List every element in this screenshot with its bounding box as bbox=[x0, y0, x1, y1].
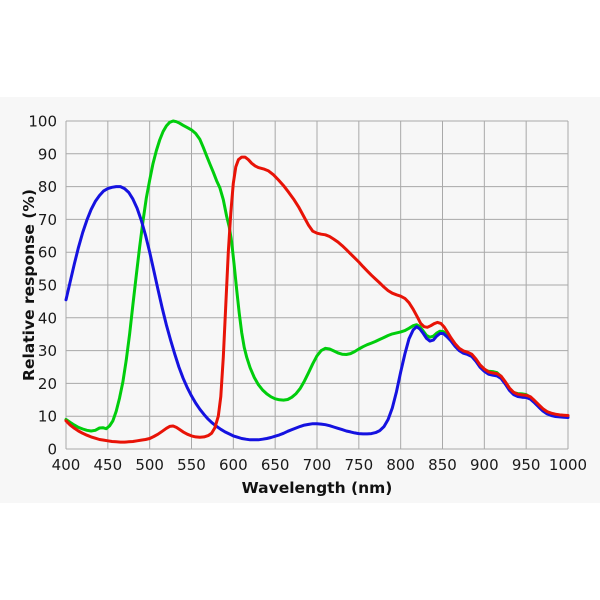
x-tick-label: 500 bbox=[135, 456, 164, 474]
y-tick-label: 10 bbox=[38, 408, 57, 426]
curve-blue-channel bbox=[64, 185, 570, 442]
y-axis-tick-labels: 0 10 20 30 40 50 60 70 80 90 100 bbox=[28, 113, 57, 459]
x-tick-label: 450 bbox=[94, 456, 123, 474]
x-tick-label: 700 bbox=[303, 456, 332, 474]
y-tick-label: 100 bbox=[28, 113, 57, 131]
y-tick-label: 90 bbox=[38, 145, 57, 163]
y-axis-title: Relative response (%) bbox=[20, 189, 38, 381]
y-tick-label: 70 bbox=[38, 211, 57, 229]
y-tick-label: 0 bbox=[47, 441, 57, 459]
x-tick-label: 950 bbox=[512, 456, 541, 474]
x-tick-label: 850 bbox=[428, 456, 457, 474]
x-axis-title: Wavelength (nm) bbox=[242, 479, 393, 497]
x-tick-label: 800 bbox=[386, 456, 415, 474]
x-tick-label: 600 bbox=[219, 456, 248, 474]
x-tick-label: 550 bbox=[177, 456, 206, 474]
chart-canvas: 400 450 500 550 600 650 700 750 800 850 900 950 1000… bbox=[20, 113, 587, 498]
y-tick-label: 30 bbox=[38, 342, 57, 360]
x-tick-label: 1000 bbox=[549, 456, 587, 474]
curve-red-channel bbox=[64, 155, 570, 444]
grid-lines bbox=[65, 120, 569, 450]
x-tick-label: 650 bbox=[261, 456, 290, 474]
x-axis-tick-labels: 400 450 500 550 600 650 700 750 800 850 900 950 1000 bbox=[52, 456, 587, 474]
y-tick-label: 50 bbox=[38, 277, 57, 295]
y-tick-label: 60 bbox=[38, 244, 57, 262]
spectral-response-chart: 400 450 500 550 600 650 700 750 800 850 900 950 1000… bbox=[0, 97, 600, 503]
y-tick-label: 80 bbox=[38, 178, 57, 196]
y-tick-label: 40 bbox=[38, 309, 57, 327]
curve-lines bbox=[64, 119, 570, 444]
x-tick-label: 400 bbox=[52, 456, 81, 474]
x-tick-label: 750 bbox=[345, 456, 374, 474]
y-tick-label: 20 bbox=[38, 375, 57, 393]
x-tick-label: 900 bbox=[470, 456, 499, 474]
